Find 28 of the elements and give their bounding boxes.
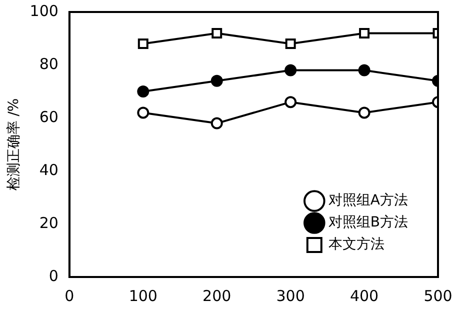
y-tick-label: 0 xyxy=(48,266,58,285)
y-axis-title: 检测正确率 /% xyxy=(6,98,22,191)
point xyxy=(359,28,370,38)
legend-label: 对照组B方法 xyxy=(328,214,408,231)
legend-label: 对照组A方法 xyxy=(328,192,408,209)
point xyxy=(210,74,223,87)
x-tick-label: 400 xyxy=(350,286,379,305)
point xyxy=(285,38,296,50)
point xyxy=(137,86,150,98)
point xyxy=(284,64,297,76)
legend-label: 本文方法 xyxy=(328,236,384,253)
point xyxy=(210,117,223,130)
x-tick-label: 300 xyxy=(276,286,305,305)
point xyxy=(212,28,222,38)
x-tick-label: 0 xyxy=(64,286,74,305)
point xyxy=(358,64,370,76)
point xyxy=(284,96,297,108)
y-tick-label: 80 xyxy=(39,54,58,73)
y-tick-label: 100 xyxy=(30,2,58,20)
x-tick-label: 500 xyxy=(424,286,452,305)
y-tick-label: 20 xyxy=(39,214,58,232)
y-tick-label: 60 xyxy=(39,108,58,126)
y-tick-label: 40 xyxy=(39,160,58,179)
point xyxy=(137,106,150,119)
point xyxy=(358,106,370,119)
point xyxy=(138,38,148,50)
x-tick-label: 200 xyxy=(202,286,232,305)
x-tick-label: 100 xyxy=(128,286,158,305)
